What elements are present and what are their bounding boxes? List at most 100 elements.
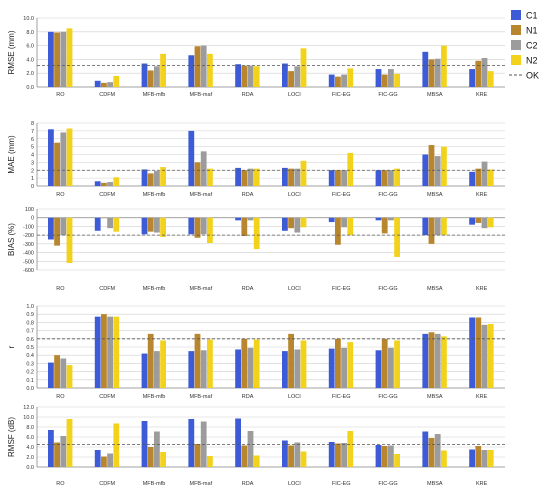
y-tick-label: 2.0 xyxy=(26,455,34,461)
bar-C1-RO xyxy=(48,31,54,87)
bar-C2-MFB-maf xyxy=(200,217,207,235)
y-axis-title: RMSE (mm) xyxy=(7,30,16,74)
bar-C1-RDA xyxy=(235,217,241,221)
bar-C2-FIC-EG xyxy=(341,217,347,228)
bar-C1-MFB-mfb xyxy=(141,421,148,467)
legend: C1 N1 C2 N2 OK xyxy=(509,10,539,81)
legend-item-N1: N1 xyxy=(511,25,538,36)
bar-C1-FIC-GG xyxy=(375,170,382,186)
bar-N2-LOCI xyxy=(300,451,307,467)
bar-N2-MFB-maf xyxy=(207,168,213,186)
bar-C2-FIC-GG xyxy=(388,347,394,388)
y-tick-label: 12.0 xyxy=(23,405,34,411)
bar-N2-MBSA xyxy=(441,45,447,87)
x-category-label: MFB-mfb xyxy=(143,481,166,487)
bar-N2-KRE xyxy=(487,71,494,87)
x-category-label: KRE xyxy=(476,286,488,292)
bar-C1-MFB-maf xyxy=(188,55,195,87)
bar-N1-LOCI xyxy=(288,333,294,388)
y-tick-label: 0.2 xyxy=(26,370,34,376)
bar-N2-RO xyxy=(66,365,73,388)
bar-C2-RDA xyxy=(247,168,254,186)
x-category-label: FIC-GG xyxy=(378,481,397,487)
bar-N2-MFB-mfb xyxy=(160,217,166,237)
bar-C2-MFB-mfb xyxy=(154,217,160,233)
bar-N2-KRE xyxy=(487,324,494,388)
bar-N2-KRE xyxy=(487,450,494,467)
bar-N2-MFB-maf xyxy=(207,456,213,467)
bar-C1-LOCI xyxy=(282,351,288,388)
bar-C2-MBSA xyxy=(434,333,441,388)
legend-label: N1 xyxy=(526,26,538,36)
chart-panel-5: 0.0 2.0 4.0 6.0 8.0 10.0 12.0 RMSF (dB) RO CDFM MF… xyxy=(7,405,505,487)
bar-N2-RDA xyxy=(253,455,260,467)
legend-item-OK: OK xyxy=(509,71,539,81)
bar-N2-LOCI xyxy=(300,160,307,186)
bar-C1-RDA xyxy=(235,167,241,186)
bar-C1-LOCI xyxy=(282,217,288,231)
x-category-label: MFB-maf xyxy=(189,481,212,487)
x-category-label: LOCI xyxy=(288,394,301,400)
bar-C1-RDA xyxy=(235,64,241,87)
legend-swatch-C1 xyxy=(511,10,521,20)
y-tick-label: 3 xyxy=(31,160,34,166)
bar-N2-FIC-GG xyxy=(394,340,400,388)
x-category-label: RO xyxy=(56,394,65,400)
chart-panel-4: 0.0 0.1 0.2 0.3 0.4 0.5 0.6 0.7 0.8 0.9 1.0 r RO CDFM… xyxy=(7,304,505,400)
bar-C1-MFB-maf xyxy=(188,351,195,388)
x-category-label: CDFM xyxy=(99,192,115,198)
x-category-label: MBSA xyxy=(427,481,443,487)
x-category-label: RDA xyxy=(242,286,254,292)
y-tick-label: -300 xyxy=(23,242,34,248)
bar-N1-FIC-GG xyxy=(381,446,388,467)
bar-C2-RO xyxy=(60,436,67,467)
x-category-label: KRE xyxy=(476,92,488,98)
bar-N1-CDFM xyxy=(101,314,107,388)
y-tick-label: 0.6 xyxy=(26,337,34,343)
bar-N2-MBSA xyxy=(441,450,447,467)
bar-C2-MBSA xyxy=(434,156,441,186)
bar-N2-MBSA xyxy=(441,217,447,236)
bar-N1-MFB-maf xyxy=(194,162,201,186)
y-tick-label: -400 xyxy=(23,251,34,257)
bar-C1-MFB-maf xyxy=(188,217,195,235)
x-category-label: MFB-maf xyxy=(189,192,212,198)
bar-N2-KRE xyxy=(487,217,494,228)
bar-C2-RDA xyxy=(247,431,254,467)
y-tick-label: 4.0 xyxy=(26,445,34,451)
x-category-label: CDFM xyxy=(99,394,115,400)
bar-N1-MFB-mfb xyxy=(147,333,154,388)
x-category-label: CDFM xyxy=(99,92,115,98)
bar-C1-CDFM xyxy=(94,450,101,467)
x-category-label: RDA xyxy=(242,192,254,198)
bar-C1-MFB-mfb xyxy=(141,63,148,87)
legend-item-N2: N2 xyxy=(511,55,538,66)
x-category-label: MFB-maf xyxy=(189,286,212,292)
bar-C2-CDFM xyxy=(107,217,113,229)
bar-N2-LOCI xyxy=(300,217,307,228)
bar-N2-FIC-EG xyxy=(347,431,354,467)
bar-C2-CDFM xyxy=(107,82,113,87)
bar-N1-MFB-mfb xyxy=(147,217,154,232)
x-category-label: FIC-EG xyxy=(332,394,351,400)
bar-C1-KRE xyxy=(469,69,475,87)
bar-C2-KRE xyxy=(481,324,488,388)
bar-N1-KRE xyxy=(475,217,482,223)
y-tick-label: 2 xyxy=(31,168,34,174)
bar-C2-RDA xyxy=(247,347,254,388)
y-tick-label: 6 xyxy=(31,137,34,143)
bar-N1-LOCI xyxy=(288,217,294,229)
bar-C2-KRE xyxy=(481,161,488,186)
bar-C1-FIC-EG xyxy=(328,442,335,467)
bar-C2-FIC-GG xyxy=(388,170,394,186)
bar-C1-MFB-mfb xyxy=(141,169,148,186)
bar-N2-FIC-EG xyxy=(347,68,354,87)
x-category-label: FIC-GG xyxy=(378,92,397,98)
bar-N2-FIC-GG xyxy=(394,73,400,87)
bar-N2-CDFM xyxy=(113,423,120,467)
bar-C1-LOCI xyxy=(282,167,288,186)
bar-N1-MFB-mfb xyxy=(147,447,154,467)
y-tick-label: 0.5 xyxy=(26,345,34,351)
bar-N1-LOCI xyxy=(288,445,294,467)
